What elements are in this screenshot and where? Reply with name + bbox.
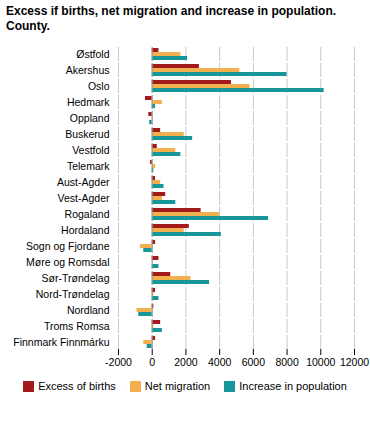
html-text:Excess of births: Excess of births [38,380,116,392]
svg-text:Sogn og Fjordane: Sogn og Fjordane [26,240,110,252]
svg-text:Østfold: Østfold [76,48,109,60]
html-text:County.: County. [6,19,50,33]
svg-text:Aust-Agder: Aust-Agder [57,176,110,188]
html-text:Excess if births, net migratio: Excess if births, net migration and incr… [6,4,337,18]
svg-text:10000: 10000 [306,356,335,368]
svg-text:Møre og Romsdal: Møre og Romsdal [26,256,109,268]
svg-text:Oslo: Oslo [88,80,110,92]
svg-text:12000: 12000 [340,356,369,368]
svg-text:-2000: -2000 [105,356,132,368]
svg-text:Finnmark Finnmárku: Finnmark Finnmárku [13,336,109,348]
svg-text:Nord-Trøndelag: Nord-Trøndelag [36,288,110,300]
svg-text:Telemark: Telemark [67,160,110,172]
svg-text:Hedmark: Hedmark [67,96,110,108]
svg-text:Vest-Agder: Vest-Agder [58,192,110,204]
svg-text:Oppland: Oppland [70,112,110,124]
svg-text:0: 0 [149,356,155,368]
html-text:Increase in population: Increase in population [239,380,347,392]
svg-text:Nordland: Nordland [67,304,110,316]
svg-text:6000: 6000 [242,356,266,368]
svg-text:4000: 4000 [208,356,232,368]
html-text:Net migration: Net migration [144,380,211,392]
svg-text:Rogaland: Rogaland [65,208,110,220]
svg-text:Troms Romsa: Troms Romsa [44,320,110,332]
svg-text:2000: 2000 [174,356,198,368]
svg-text:Akershus: Akershus [66,64,110,76]
svg-text:8000: 8000 [275,356,299,368]
svg-text:Sør-Trøndelag: Sør-Trøndelag [42,272,110,284]
svg-text:Buskerud: Buskerud [65,128,110,140]
svg-text:Vestfold: Vestfold [72,144,110,156]
svg-text:Hordaland: Hordaland [61,224,110,236]
